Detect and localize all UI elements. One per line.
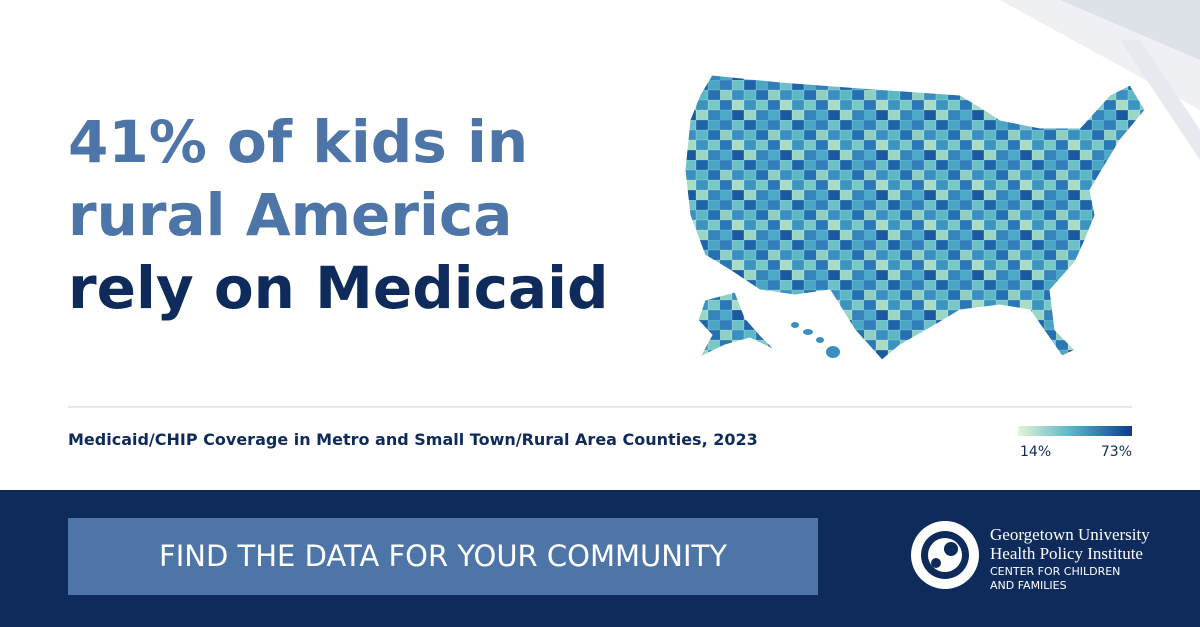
map-caption: Medicaid/CHIP Coverage in Metro and Smal…	[68, 430, 758, 449]
cta-button[interactable]	[68, 518, 818, 595]
headline-line: rely on Medicaid	[68, 254, 609, 322]
legend-min: 14%	[1020, 444, 1051, 460]
logo-text: CENTER FOR CHILDREN	[990, 565, 1120, 578]
corner-stripe	[1120, 40, 1200, 160]
logo-text: Health Policy Institute	[990, 544, 1143, 563]
logo-text: Georgetown University	[990, 525, 1150, 544]
headline-line: 41% of kids in	[68, 108, 528, 176]
cta-label[interactable]: FIND THE DATA FOR YOUR COMMUNITY	[159, 539, 727, 573]
alaska	[697, 291, 776, 359]
corner-stripe	[1060, 0, 1200, 60]
headline-line: rural America	[68, 181, 512, 249]
legend-max: 73%	[1101, 444, 1132, 460]
logo-mark	[911, 521, 979, 589]
hawaii	[791, 322, 840, 358]
logo-text: AND FAMILIES	[990, 579, 1067, 592]
legend-bar	[1018, 426, 1132, 436]
us-map	[684, 74, 1146, 361]
